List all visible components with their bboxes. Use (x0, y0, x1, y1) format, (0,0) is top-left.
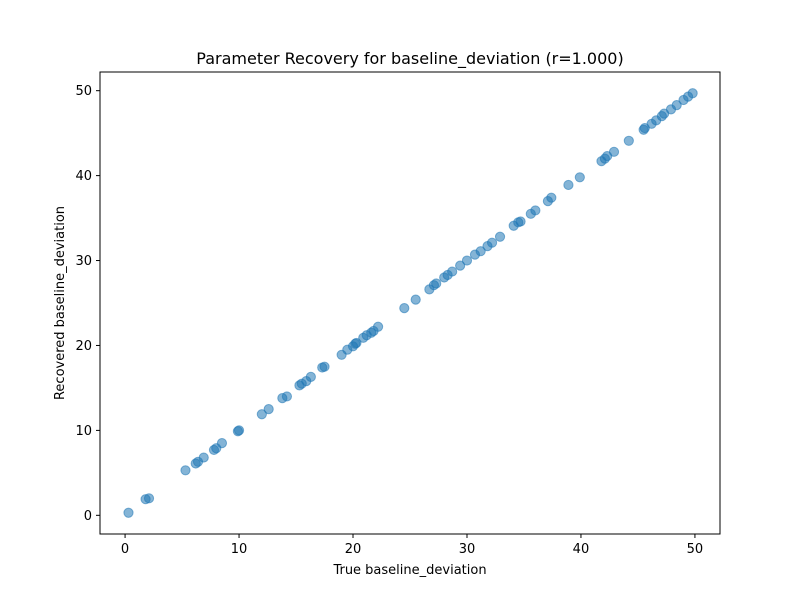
data-point (431, 278, 442, 289)
data-point (319, 361, 330, 372)
data-point (143, 493, 155, 504)
data-point (530, 205, 541, 216)
x-tick-label: 40 (573, 542, 590, 557)
x-tick-label: 0 (121, 542, 129, 557)
x-axis-ticks: 0 10 20 30 40 50 (121, 534, 703, 557)
x-tick-label: 10 (231, 542, 248, 557)
data-point (546, 192, 557, 203)
data-point (608, 146, 620, 157)
data-point (671, 100, 682, 111)
data-point (399, 303, 410, 314)
data-point (216, 438, 228, 449)
data-point (198, 452, 209, 463)
data-point (372, 321, 384, 332)
x-tick-label: 20 (345, 542, 362, 557)
x-tick-label: 50 (687, 542, 704, 557)
data-point (410, 294, 421, 305)
data-point (263, 404, 274, 415)
y-tick-label: 20 (75, 339, 92, 354)
y-axis-label: Recovered baseline_deviation (53, 206, 68, 400)
x-tick-label: 30 (459, 542, 476, 557)
data-point (305, 371, 316, 382)
data-point (486, 237, 498, 248)
data-point (461, 255, 473, 266)
data-point (623, 135, 634, 146)
data-point (455, 260, 466, 271)
points-layer (123, 88, 698, 518)
y-axis-ticks: 0 10 20 30 40 50 (75, 84, 100, 524)
y-tick-label: 50 (75, 84, 92, 99)
data-point (233, 425, 245, 436)
plot-frame (99, 71, 721, 535)
data-point (281, 391, 293, 402)
data-point (180, 465, 191, 476)
data-point (574, 172, 585, 183)
chart-title: Parameter Recovery for baseline_deviatio… (196, 49, 623, 69)
data-point (447, 266, 458, 277)
y-tick-label: 0 (84, 509, 92, 524)
data-point (515, 216, 526, 227)
y-tick-label: 40 (75, 169, 92, 184)
data-point (563, 179, 574, 191)
data-point (351, 337, 362, 349)
data-point (687, 88, 698, 99)
data-point (123, 507, 134, 518)
data-point (256, 409, 267, 420)
y-tick-label: 10 (75, 424, 92, 439)
data-point (475, 246, 486, 257)
x-axis-label: True baseline_deviation (332, 563, 486, 578)
data-point (494, 231, 506, 242)
y-tick-label: 30 (75, 254, 92, 269)
